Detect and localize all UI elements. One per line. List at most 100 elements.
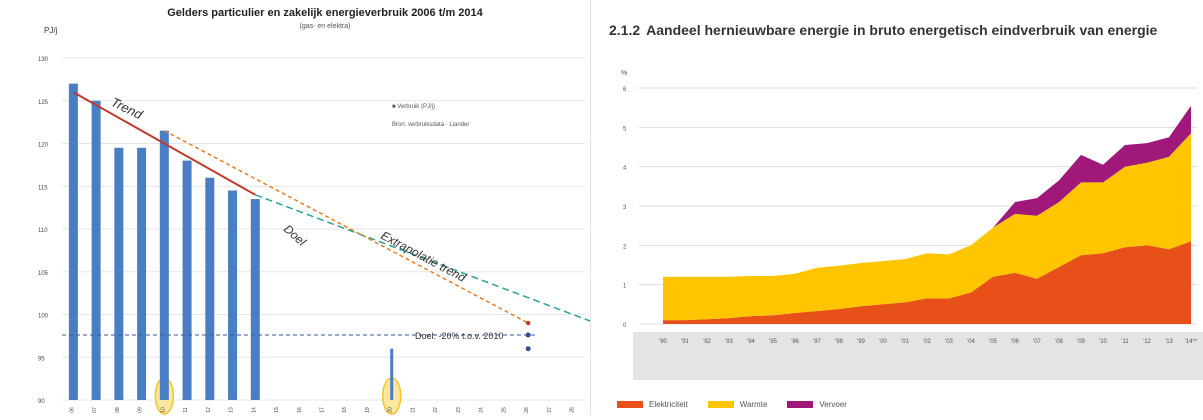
chart-title-text: Aandeel hernieuwbare energie in bruto en…	[646, 22, 1158, 38]
x-axis-band	[633, 332, 1203, 380]
extrapolatie-label: Extrapolatie trend	[379, 228, 469, 285]
x-tick-label: '13	[1165, 339, 1173, 345]
y-tick-label: 115	[38, 185, 48, 191]
bar	[91, 100, 101, 400]
bar	[228, 190, 238, 400]
x-tick-label: 24	[479, 407, 485, 413]
x-tick-label: 11	[183, 407, 189, 412]
x-tick-label: '07	[1033, 339, 1041, 345]
chart-title-renewable: 2.1.2 Aandeel hernieuwbare energie in bru…	[609, 22, 1169, 38]
y-axis-label: %	[621, 70, 627, 77]
x-tick-label: '09	[1077, 339, 1085, 345]
x-tick-label: '90	[659, 339, 667, 345]
chart-title: Gelders particulier en zakelijk energiev…	[167, 7, 483, 19]
y-tick-label: 3	[623, 205, 627, 211]
x-tick-label: 23	[456, 407, 462, 413]
x-tick-label: 17	[320, 407, 326, 413]
y-axis-label: PJ/j	[44, 26, 58, 35]
x-tick-label: '06	[1011, 339, 1019, 345]
x-tick-label: '11	[1121, 339, 1129, 345]
x-tick-label: '05	[989, 339, 997, 345]
bar	[182, 160, 192, 400]
x-tick-label: 28	[570, 407, 576, 413]
bar	[159, 130, 169, 401]
doel-endpoint	[525, 320, 531, 326]
x-tick-label: 10	[160, 407, 166, 413]
x-tick-label: '93	[725, 339, 733, 345]
x-tick-label: '04	[967, 339, 975, 345]
x-tick-label: 21	[410, 407, 416, 413]
bar	[114, 147, 124, 400]
y-tick-label: 100	[38, 314, 49, 320]
legend-item-vervoer: Vervoer	[787, 400, 847, 409]
x-tick-label: '94	[747, 339, 755, 345]
x-tick-label: '96	[791, 339, 799, 345]
chart-legend: Elektriciteit Warmte Vervoer	[617, 400, 847, 409]
trend-line	[72, 91, 256, 196]
right-chart-panel: 2.1.2 Aandeel hernieuwbare energie in bru…	[597, 0, 1203, 415]
target-label: Doel: -20% t.o.v. 2010	[415, 331, 503, 341]
y-tick-label: 90	[38, 399, 45, 405]
x-tick-label: 14	[251, 407, 257, 413]
doel-line	[163, 130, 529, 324]
x-tick-label: 19	[365, 407, 371, 413]
y-tick-label: 2	[623, 244, 627, 250]
bar	[390, 348, 394, 400]
y-tick-label: 125	[38, 100, 49, 106]
x-tick-label: 06	[69, 407, 75, 413]
x-tick-label: '91	[681, 339, 689, 345]
x-tick-label: 22	[433, 407, 439, 413]
x-tick-label: '10	[1099, 339, 1107, 345]
area-elektriciteit	[663, 241, 1191, 324]
x-tick-label: 16	[297, 407, 303, 413]
legend-entry-bron: Bron: verbruiksdata · Liander	[392, 122, 469, 128]
x-tick-label: '97	[813, 339, 821, 345]
target-point	[525, 332, 531, 338]
y-tick-label: 120	[38, 143, 49, 149]
legend-swatch-vervoer	[787, 401, 814, 408]
x-tick-label: 13	[229, 407, 235, 413]
x-tick-label: 12	[206, 407, 212, 413]
y-tick-label: 1	[623, 284, 627, 290]
y-tick-label: 5	[623, 126, 627, 132]
x-tick-label: 08	[115, 407, 121, 413]
left-chart-panel: 130 125 120 115 110 105 100 95 90 06 07 08 09 10 11 12…	[0, 0, 619, 415]
legend-entry-verbruik: ■ Verbruik (PJ/j)	[392, 104, 435, 110]
bar	[68, 83, 78, 401]
x-tick-label: '92	[703, 339, 711, 345]
bar-cap-2020	[525, 346, 531, 352]
x-tick-label: '95	[769, 339, 777, 345]
doel-label: Doel	[281, 222, 309, 249]
x-tick-label: 20	[388, 407, 394, 413]
legend-label-warmte: Warmte	[739, 400, 768, 409]
y-tick-label: 6	[623, 87, 627, 93]
x-tick-label: '02	[923, 339, 931, 345]
trend-label: Trend	[109, 94, 146, 122]
renewable-energy-area-chart: 0 1 2 3 4 5 6 '90 '91 '92 '93 '94 '95 '96 '97 '98 '99 '0…	[621, 70, 1203, 380]
x-tick-label: '98	[835, 339, 843, 345]
legend-item-elektriciteit: Elektriciteit	[617, 400, 688, 409]
x-tick-label: 09	[138, 407, 144, 413]
legend-swatch-warmte	[707, 401, 734, 408]
legend-label-elektriciteit: Elektriciteit	[649, 400, 688, 409]
legend-item-warmte: Warmte	[707, 400, 768, 409]
extrapolation-trend-line	[255, 194, 619, 333]
legend-label-vervoer: Vervoer	[819, 400, 847, 409]
x-tick-label: 15	[274, 407, 280, 413]
y-tick-label: 130	[38, 57, 49, 63]
x-tick-label: 26	[524, 407, 530, 413]
x-tick-label: 18	[342, 407, 348, 413]
legend-swatch-elektriciteit	[617, 401, 643, 408]
x-tick-label: '99	[857, 339, 865, 345]
energy-consumption-bar-chart: 130 125 120 115 110 105 100 95 90 06 07 08 09 10 11 12…	[38, 7, 619, 415]
x-tick-label: 25	[501, 407, 507, 413]
x-tick-label: '08	[1055, 339, 1063, 345]
bar	[205, 177, 215, 400]
y-tick-label: 4	[623, 166, 627, 172]
bar	[137, 147, 147, 400]
x-tick-label: '12	[1143, 339, 1151, 345]
x-tick-label: '01	[901, 339, 909, 345]
y-tick-label: 95	[38, 356, 45, 362]
x-tick-label: 07	[92, 407, 98, 413]
y-tick-label: 110	[38, 228, 48, 234]
